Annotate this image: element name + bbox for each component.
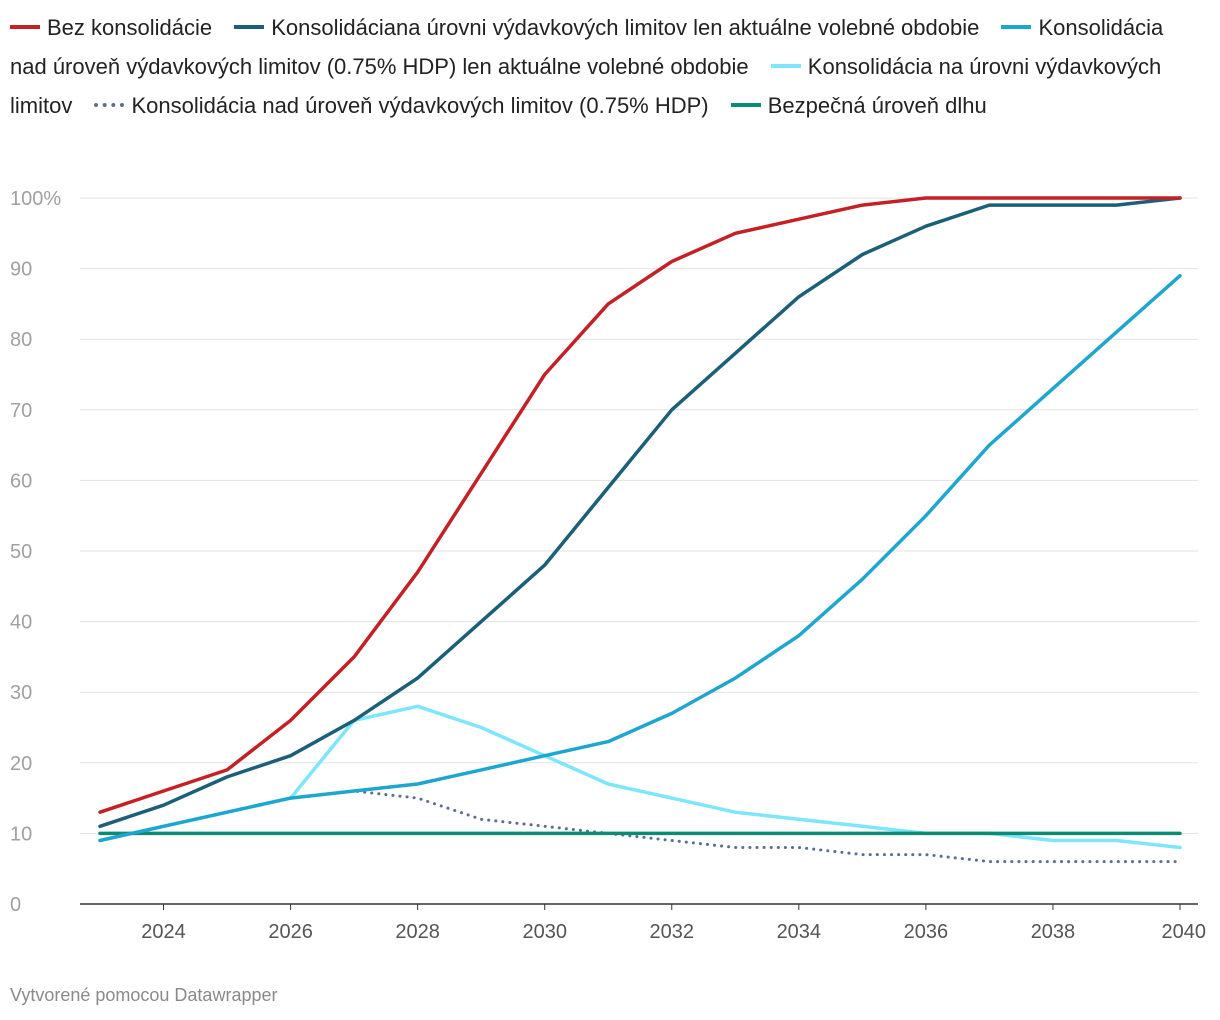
x-tick-label: 2034 bbox=[777, 921, 822, 943]
legend-swatch bbox=[730, 103, 761, 108]
legend-item-konsolidacia-na-urovni-vydavkovych-limit: Konsolidácia na úrovni výdavkových limit… bbox=[10, 54, 1161, 118]
x-tick-label: 2040 bbox=[1162, 921, 1207, 943]
series-line-konsolidacia-nad-uroven-vydavkovych-limi bbox=[98, 273, 1182, 843]
legend-swatch bbox=[1001, 25, 1032, 30]
y-tick-label: 30 bbox=[10, 682, 32, 704]
legend-item-konsolidacia-nad-uroven-vydavkovych-limi: Konsolidácia nad úroveň výdavkových limi… bbox=[94, 93, 709, 118]
legend-label: Bezpečná úroveň dlhu bbox=[767, 93, 987, 118]
x-tick-label: 2028 bbox=[395, 921, 440, 943]
series-line-konsolidacia-nad-uroven-vydavkovych-limi bbox=[98, 789, 1182, 864]
y-tick-label: 10 bbox=[10, 823, 32, 845]
x-tick-label: 2032 bbox=[650, 921, 695, 943]
y-tick-label: 80 bbox=[10, 329, 32, 351]
legend-swatch bbox=[770, 64, 801, 69]
series-line-bez-konsolidacie bbox=[98, 196, 1182, 814]
x-tick-label: 2036 bbox=[904, 921, 949, 943]
legend-swatch bbox=[10, 25, 40, 30]
legend-label: Konsolidácia na úrovni výdavkových limit… bbox=[10, 54, 1162, 118]
legend-label: Konsolidácia nad úroveň výdavkových limi… bbox=[131, 93, 709, 118]
x-tick-label: 2030 bbox=[522, 921, 567, 943]
chart-legend: Bez konsolidácie Konsolidáciana úrovni v… bbox=[10, 8, 1200, 125]
series-line-konsolidaciana-urovni-vydavkovych-limito bbox=[98, 196, 1182, 829]
y-tick-label: 100% bbox=[10, 188, 61, 210]
line-chart: 100% 90 80 70 60 50 40 30 20 10 0 2024 2026 2028 2030 2… bbox=[10, 188, 1207, 943]
y-tick-label: 50 bbox=[10, 541, 32, 563]
y-tick-label: 0 bbox=[10, 894, 21, 916]
y-tick-label: 20 bbox=[10, 753, 32, 775]
legend-swatch bbox=[234, 25, 265, 30]
y-tick-label: 90 bbox=[10, 259, 32, 281]
legend-item-konsolidaciana-urovni-vydavkovych-limito: Konsolidáciana úrovni výdavkových limito… bbox=[234, 15, 979, 40]
y-tick-label: 70 bbox=[10, 400, 32, 422]
x-tick-label: 2026 bbox=[268, 921, 313, 943]
legend-item-bez-konsolidacie: Bez konsolidácie bbox=[10, 15, 212, 40]
legend-item-konsolidacia-nad-uroven-vydavkovych-limi: Konsolidácia nad úroveň výdavkových limi… bbox=[10, 15, 1163, 79]
x-tick-label: 2038 bbox=[1031, 921, 1076, 943]
legend-label: Konsolidácia nad úroveň výdavkových limi… bbox=[10, 15, 1164, 79]
footer-credit: Vytvorené pomocou Datawrapper bbox=[10, 985, 278, 1005]
legend-label: Bez konsolidácie bbox=[47, 15, 213, 40]
legend-label: Konsolidáciana úrovni výdavkových limito… bbox=[271, 15, 980, 40]
legend-swatch bbox=[94, 103, 125, 108]
x-tick-label: 2024 bbox=[141, 921, 186, 943]
legend-item-bezpecna-uroven-dlhu: Bezpečná úroveň dlhu bbox=[730, 93, 987, 118]
y-tick-label: 40 bbox=[10, 612, 32, 634]
y-tick-label: 60 bbox=[10, 470, 32, 492]
